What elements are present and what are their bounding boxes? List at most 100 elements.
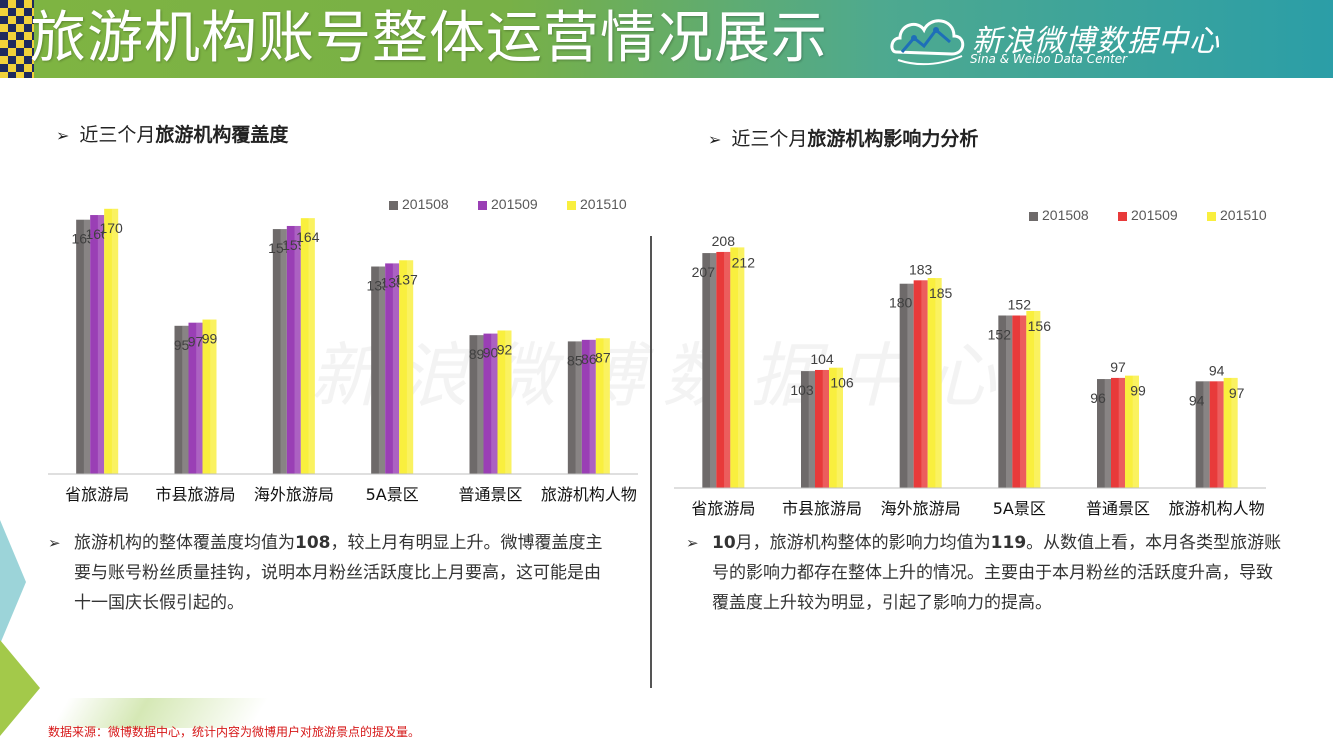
legend-label: 201510 [580,196,627,212]
desc-month: 10 [712,533,736,553]
bar-highlight [808,371,815,488]
bar [730,247,745,488]
bar [1111,377,1125,488]
legend-swatch [1118,212,1127,221]
desc-text: 。从数值上看，本月各类型旅游账号的影响力都存在整体上升的情况。主要由于本月粉丝的… [712,533,1282,613]
bar [927,278,942,488]
data-label: 208 [712,233,736,249]
data-label: 90 [483,345,499,361]
bar-highlight [182,325,189,474]
bar [899,283,914,488]
bar-highlight [491,333,498,474]
bar [581,339,596,474]
bar-highlight [575,341,582,474]
bar-highlight [710,253,717,488]
bar-highlight [406,260,414,474]
legend-label: 201509 [491,196,538,212]
bar [1195,381,1210,488]
bar [497,330,512,474]
data-label: 157 [268,240,292,256]
bar-highlight [280,229,287,474]
bar [174,325,189,474]
bar [1012,315,1027,488]
data-label: 97 [188,334,204,350]
logo-text: 新浪微博数据中心 [972,24,1220,59]
bullet-arrow-icon: ➢ [708,130,722,149]
category-label: 市县旅游局 [155,485,235,504]
data-label: 180 [889,295,913,311]
bar-highlight [378,266,386,474]
data-label: 152 [1008,296,1032,312]
bar-highlight [738,247,745,488]
data-label: 99 [1130,383,1146,399]
data-label: 86 [581,351,597,367]
data-label: 85 [567,352,583,368]
data-label: 159 [282,237,306,253]
bar-highlight [1020,315,1027,488]
heading-emphasis: 旅游机构影响力分析 [807,128,979,150]
data-label: 103 [790,382,814,398]
data-label: 137 [394,271,418,287]
desc-text: 月，旅游机构整体的影响力均值为 [735,533,991,553]
category-label: 省旅游局 [691,499,755,518]
category-label: 省旅游局 [65,485,129,504]
bar-highlight [907,283,914,488]
bar [1026,310,1041,488]
bar-highlight [724,251,731,488]
bar [399,260,414,474]
bar [483,333,498,474]
bar-highlight [97,215,105,475]
legend-label: 201508 [402,196,449,212]
bullet-arrow-icon: ➢ [48,534,61,552]
category-label: 旅游机构人物 [541,485,637,504]
data-label: 212 [732,254,756,270]
data-label: 95 [174,337,190,353]
bar [385,263,400,474]
bar-highlight [1132,375,1139,488]
bar [90,215,105,475]
bar-highlight [1203,381,1210,488]
legend-swatch [1207,212,1216,221]
data-label: 106 [830,375,854,391]
desc-value: 108 [295,533,331,553]
data-label: 92 [497,341,513,357]
bar-highlight [294,225,301,474]
bar-highlight [392,263,400,474]
bar-highlight [1006,315,1013,488]
source-note: 数据来源：微博数据中心，统计内容为微博用户对旅游景点的提及量。 [48,725,421,739]
bar [913,280,928,488]
bar [300,218,315,474]
data-label: 94 [1189,392,1205,408]
legend-swatch [478,201,487,210]
bar [286,225,301,474]
category-label: 普通景区 [458,485,522,504]
data-label: 133 [366,278,390,294]
bar-highlight [1217,381,1224,488]
data-label: 156 [1028,318,1052,334]
category-label: 海外旅游局 [881,499,961,518]
vertical-divider [650,236,652,688]
bar-highlight [935,278,942,488]
desc-value: 119 [990,533,1027,553]
heading-prefix: 近三个月 [79,124,156,146]
legend-swatch [567,201,576,210]
bar [801,371,815,488]
bar [272,229,287,474]
bar-highlight [1034,310,1041,488]
data-label: 185 [929,285,953,301]
heading-prefix: 近三个月 [731,128,808,150]
category-label: 海外旅游局 [254,485,334,504]
bar-highlight [589,339,596,474]
bar-highlight [1118,377,1125,488]
category-label: 市县旅游局 [782,499,862,518]
bar-highlight [1231,377,1238,488]
category-label: 5A景区 [993,499,1046,518]
influence-section-heading: ➢ 近三个月旅游机构影响力分析 [708,124,978,151]
category-label: 5A景区 [366,485,419,504]
data-label: 97 [1110,359,1126,375]
legend-swatch [1029,212,1038,221]
data-label: 170 [99,220,123,236]
legend-label: 201509 [1131,207,1178,223]
data-label: 207 [692,264,716,280]
data-label: 183 [909,261,933,277]
